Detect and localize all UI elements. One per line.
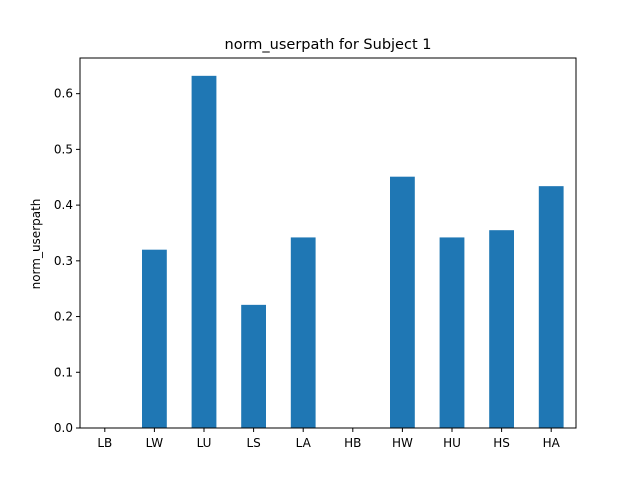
- y-tick-label: 0.4: [54, 198, 73, 212]
- plot-frame: [79, 57, 577, 429]
- bar-lu: [191, 75, 217, 428]
- x-tick-label: LW: [146, 436, 164, 450]
- x-tick-label: HA: [543, 436, 561, 450]
- y-axis-label: norm_userpath: [29, 199, 43, 290]
- x-tick-label: HU: [443, 436, 461, 450]
- bars-group: [142, 75, 564, 428]
- y-tick-label: 0.6: [54, 87, 73, 101]
- y-tick-label: 0.3: [54, 254, 73, 268]
- y-tick-label: 0.5: [54, 142, 73, 156]
- bar-lw: [142, 249, 167, 428]
- bar-hw: [390, 176, 415, 428]
- x-tick-label: LS: [246, 436, 260, 450]
- x-tick-label: HW: [392, 436, 413, 450]
- x-tick-label: LU: [197, 436, 212, 450]
- bar-la: [290, 237, 316, 428]
- chart-title: norm_userpath for Subject 1: [225, 37, 432, 53]
- x-tick-label: LA: [296, 436, 312, 450]
- bar-hs: [489, 230, 514, 428]
- bar-ls: [241, 304, 266, 428]
- y-tick-label: 0.0: [54, 421, 73, 435]
- x-tick-label: LB: [97, 436, 112, 450]
- x-tick-label: HS: [493, 436, 510, 450]
- x-tick-label: HB: [344, 436, 361, 450]
- bar-ha: [538, 186, 564, 428]
- y-ticks-group: 0.0 0.1 0.2 0.3 0.4 0.5 0.6: [54, 87, 80, 435]
- x-ticks-group: LB LW LU LS LA HB HW HU HS HA: [97, 428, 561, 450]
- y-tick-label: 0.1: [54, 365, 73, 379]
- bar-hu: [439, 237, 465, 428]
- y-tick-label: 0.2: [54, 310, 73, 324]
